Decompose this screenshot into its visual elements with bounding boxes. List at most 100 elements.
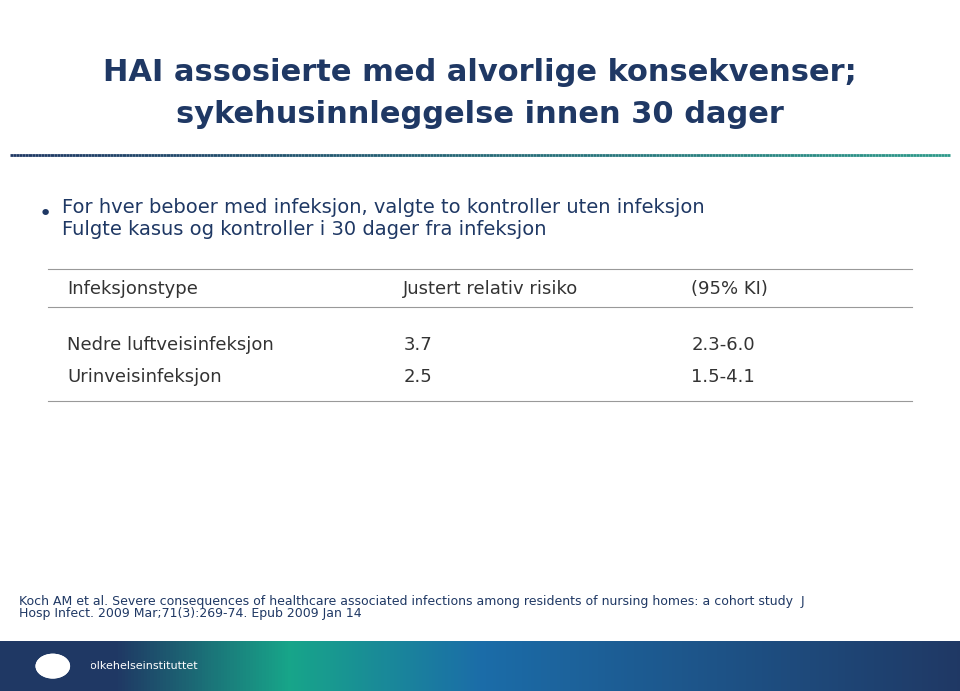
Bar [464, 641, 468, 691]
Bar [557, 641, 560, 691]
Bar [816, 641, 819, 691]
Bar [739, 641, 742, 691]
Bar [320, 641, 324, 691]
Bar [89, 641, 93, 691]
Bar [48, 641, 51, 691]
Bar [660, 641, 662, 691]
Bar [499, 641, 502, 691]
Bar [336, 641, 339, 691]
Bar [67, 641, 70, 691]
Bar [544, 641, 547, 691]
Bar [732, 641, 736, 691]
Bar [780, 641, 784, 691]
Bar [787, 641, 790, 691]
Bar [682, 641, 684, 691]
Bar [948, 641, 950, 691]
Bar [0, 641, 91, 691]
Bar [377, 641, 381, 691]
Bar [352, 641, 355, 691]
Bar [525, 641, 528, 691]
Bar [922, 641, 924, 691]
Bar [672, 641, 675, 691]
Bar [38, 641, 41, 691]
Bar [125, 641, 128, 691]
Bar [233, 641, 237, 691]
Bar [823, 641, 826, 691]
Bar [566, 641, 569, 691]
Bar [141, 641, 144, 691]
Bar [368, 641, 372, 691]
Bar [509, 641, 512, 691]
Text: folkehelseinstituttet: folkehelseinstituttet [86, 661, 198, 671]
Bar [576, 641, 579, 691]
Text: 2.5: 2.5 [403, 368, 432, 386]
Bar [387, 641, 391, 691]
Bar [281, 641, 285, 691]
Bar [832, 641, 835, 691]
Bar [720, 641, 723, 691]
Bar [809, 641, 813, 691]
Bar [134, 641, 137, 691]
Bar [444, 641, 448, 691]
Bar [813, 641, 816, 691]
Bar [928, 641, 931, 691]
Bar [746, 641, 749, 691]
Bar [173, 641, 176, 691]
Bar [77, 641, 80, 691]
Bar [756, 641, 758, 691]
Bar [324, 641, 326, 691]
Bar [358, 641, 362, 691]
Text: 1.5-4.1: 1.5-4.1 [691, 368, 755, 386]
Bar [429, 641, 432, 691]
Bar [535, 641, 538, 691]
Bar [247, 641, 250, 691]
Bar [195, 641, 199, 691]
Bar [828, 641, 832, 691]
Bar [650, 641, 653, 691]
Bar [487, 641, 490, 691]
Bar [435, 641, 439, 691]
Bar [224, 641, 228, 691]
Bar [957, 641, 960, 691]
Text: For hver beboer med infeksjon, valgte to kontroller uten infeksjon: For hver beboer med infeksjon, valgte to… [62, 198, 705, 217]
Bar [592, 641, 595, 691]
Bar [214, 641, 218, 691]
Bar [477, 641, 480, 691]
Bar [103, 641, 106, 691]
Bar [355, 641, 358, 691]
Bar [636, 641, 640, 691]
Bar [752, 641, 756, 691]
Bar [182, 641, 185, 691]
Bar [621, 641, 624, 691]
Bar [550, 641, 554, 691]
Bar [490, 641, 492, 691]
Bar [775, 641, 778, 691]
Bar [84, 641, 86, 691]
Bar [22, 641, 26, 691]
Bar [909, 641, 912, 691]
Bar [432, 641, 435, 691]
Bar [240, 641, 243, 691]
Bar [790, 641, 794, 691]
Bar [12, 641, 16, 691]
Bar [953, 641, 957, 691]
Bar [845, 641, 848, 691]
Bar [333, 641, 336, 691]
Bar [634, 641, 636, 691]
Bar [502, 641, 506, 691]
Bar [662, 641, 665, 691]
Bar [3, 641, 7, 691]
Bar [598, 641, 602, 691]
Bar [579, 641, 583, 691]
Bar [26, 641, 29, 691]
Bar [483, 641, 487, 691]
Bar [185, 641, 189, 691]
Text: Urinveisinfeksjon: Urinveisinfeksjon [67, 368, 222, 386]
Bar [99, 641, 103, 691]
Bar [730, 641, 732, 691]
Bar [266, 641, 269, 691]
Bar [45, 641, 48, 691]
Bar [852, 641, 854, 691]
Text: 2.3-6.0: 2.3-6.0 [691, 337, 755, 354]
Bar [560, 641, 564, 691]
